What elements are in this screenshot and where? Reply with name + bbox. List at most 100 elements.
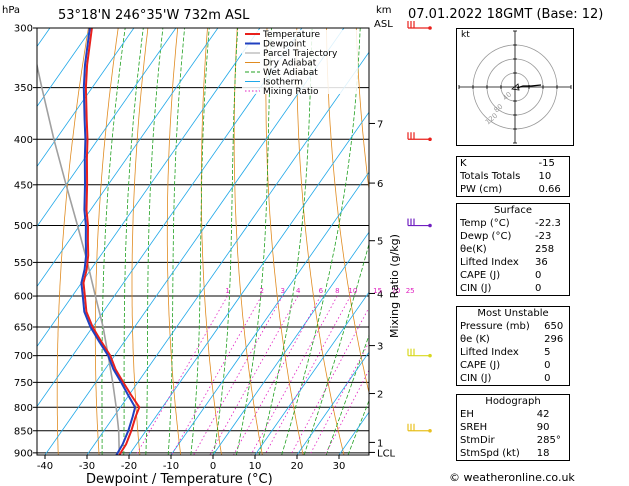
dry-adiabat-line xyxy=(326,28,369,395)
hodograph-ring-label: 40 xyxy=(501,90,513,102)
temperature-tick-label: -40 xyxy=(37,461,53,472)
sreh-label: SREH xyxy=(455,421,534,434)
height-tick-label: 7 xyxy=(377,119,383,130)
height-tick-label: 3 xyxy=(377,342,383,353)
mu-li-value: 5 xyxy=(541,346,571,359)
hodograph-ring-label: 80 xyxy=(493,102,505,114)
surface-cin-label: CIN (J) xyxy=(456,282,533,296)
sreh-value: 90 xyxy=(533,421,570,434)
eh-value: 42 xyxy=(533,408,570,421)
height-tick-label: 4 xyxy=(377,289,383,300)
surface-li-value: 36 xyxy=(532,256,571,269)
pressure-tick-label: 700 xyxy=(14,351,33,362)
dry-adiabat-line xyxy=(233,28,263,455)
isotherm-line xyxy=(37,28,261,348)
temperature-tick-label: 30 xyxy=(333,461,346,472)
pressure-tick-label: 850 xyxy=(14,426,33,437)
credit-label: © weatheronline.co.uk xyxy=(449,471,575,484)
pressure-tick-label: 450 xyxy=(14,180,33,191)
mixing-ratio-label: 1 xyxy=(225,287,229,295)
hodograph: kt 40 80 120 xyxy=(456,28,574,146)
mu-pressure-label: Pressure (mb) xyxy=(456,320,542,333)
wind-barb-dot xyxy=(428,353,432,358)
height-tick-label: 2 xyxy=(377,390,383,401)
eh-label: EH xyxy=(455,408,534,421)
temperature-tick-label: -30 xyxy=(79,461,95,472)
mixing-ratio-line xyxy=(193,295,283,455)
mu-li-label: Lifted Index xyxy=(456,346,542,359)
pressure-tick-label: 650 xyxy=(14,323,33,334)
pressure-tick-label: 800 xyxy=(14,403,33,414)
temperature-tick-label: -10 xyxy=(163,461,179,472)
surface-dewp-label: Dewp (°C) xyxy=(456,230,533,243)
k-index-label: K xyxy=(456,156,536,170)
wet-adiabat-line xyxy=(145,28,164,455)
pressure-tick-label: 900 xyxy=(14,448,33,459)
isotherm-line xyxy=(37,28,303,408)
height-tick-label: 5 xyxy=(377,237,383,248)
isotherm-line xyxy=(86,51,369,455)
dry-adiabat-line xyxy=(94,28,119,455)
pressure-tick-label: 550 xyxy=(14,258,33,269)
dry-adiabat-line xyxy=(131,28,149,455)
k-index-value: -15 xyxy=(535,156,571,170)
hpa-label: hPa xyxy=(2,5,20,16)
temperature-tick-label: 10 xyxy=(249,461,262,472)
x-axis-label: Dewpoint / Temperature (°C) xyxy=(86,472,273,486)
wet-adiabat-line xyxy=(303,242,369,455)
mu-title: Most Unstable xyxy=(456,306,570,320)
pressure-tick-label: 350 xyxy=(14,83,33,94)
km-label: km xyxy=(376,5,392,16)
wet-adiabat-line xyxy=(167,28,185,455)
height-tick-label: 6 xyxy=(377,179,383,190)
hodograph-trace xyxy=(516,84,542,89)
asl-label: ASL xyxy=(374,19,393,30)
isotherm-line xyxy=(37,28,177,228)
wet-adiabat-line xyxy=(101,28,126,455)
isotherm-line xyxy=(44,28,345,455)
wet-adiabat-line xyxy=(281,28,361,455)
wind-barb-dot xyxy=(428,137,432,142)
isotherm-line xyxy=(170,171,369,455)
totals-value: 10 xyxy=(535,170,571,183)
wind-barb-dot xyxy=(428,428,432,433)
mu-cin-value: 0 xyxy=(541,372,571,386)
isotherm-line xyxy=(128,111,369,455)
parcel-trajectory-line xyxy=(37,61,121,455)
temperature-tick-label: 0 xyxy=(210,461,216,472)
mixing-ratio-label: 3 xyxy=(280,287,284,295)
hodograph-table: Hodograph EH 42 SREH 90 StmDir 285° StmSpd … xyxy=(455,394,570,461)
isotherm-line xyxy=(296,351,369,455)
dry-adiabat-line xyxy=(624,28,629,455)
hodograph-unit: kt xyxy=(461,30,470,40)
legend-label: Dewpoint xyxy=(263,40,306,50)
legend-label: Temperature xyxy=(262,30,320,40)
surface-temp-label: Temp (°C) xyxy=(456,217,533,230)
dry-adiabat-line xyxy=(265,28,304,455)
surface-table: Surface Temp (°C) -22.3 Dewp (°C) -23 θe(K… xyxy=(456,203,571,296)
most-unstable-table: Most Unstable Pressure (mb) 650 θe (K) 296… xyxy=(456,306,571,386)
mu-thetae-label: θe (K) xyxy=(456,333,542,346)
legend-label: Parcel Trajectory xyxy=(263,49,338,59)
mu-pressure-value: 650 xyxy=(541,320,571,333)
pressure-tick-label: 300 xyxy=(14,24,33,35)
surface-cape-label: CAPE (J) xyxy=(456,269,533,282)
stmspd-value: 18 xyxy=(533,447,570,461)
pressure-tick-label: 600 xyxy=(14,292,33,303)
mixing-ratio-label: 4 xyxy=(296,287,301,295)
mixing-ratio-line xyxy=(209,295,299,455)
pw-label: PW (cm) xyxy=(456,183,536,197)
totals-label: Totals Totals xyxy=(456,170,536,183)
wind-barb-dot xyxy=(428,26,432,30)
temperature-tick-label: 20 xyxy=(291,461,304,472)
pressure-tick-label: 400 xyxy=(14,135,33,146)
mixing-ratio-label: 25 xyxy=(406,287,415,295)
isotherm-line xyxy=(212,231,369,455)
mu-cin-label: CIN (J) xyxy=(456,372,542,386)
dry-adiabat-line xyxy=(166,28,182,455)
dewpoint-line xyxy=(80,28,137,455)
height-tick-label: LCL xyxy=(377,448,396,459)
mixing-ratio-label: 10 xyxy=(348,287,357,295)
wet-adiabat-line xyxy=(258,28,313,455)
wet-adiabat-line xyxy=(123,28,144,455)
